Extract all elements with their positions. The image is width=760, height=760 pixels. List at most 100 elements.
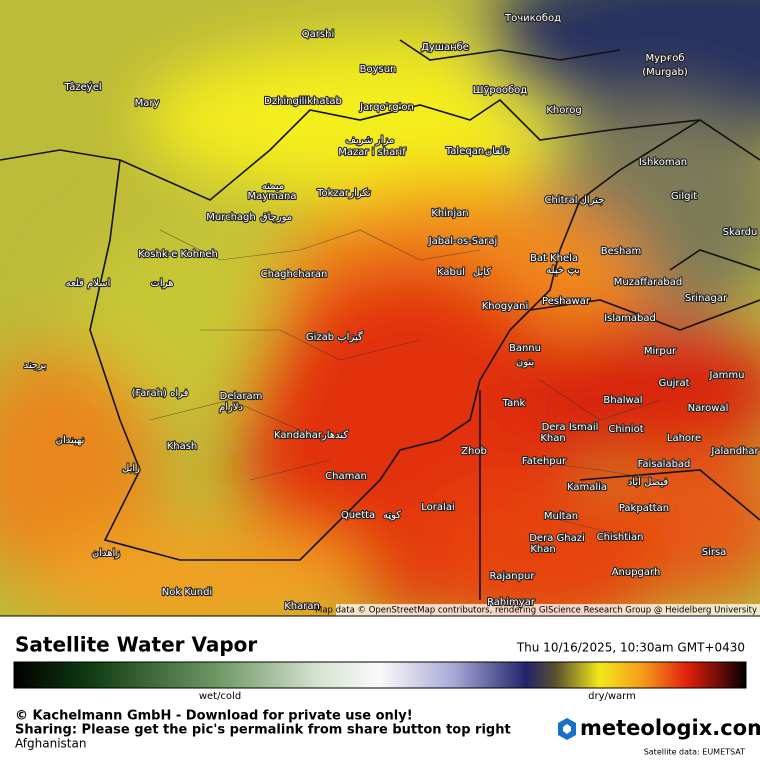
place-label: (Murgab) (642, 67, 688, 78)
place-label: بټ خېله (546, 265, 580, 276)
place-label: Точикобод (504, 13, 561, 24)
place-label: کابل (473, 267, 491, 278)
place-label: Loralai (421, 502, 454, 513)
place-label: میمنه (262, 181, 285, 192)
place-label: Ishkoman (639, 157, 687, 168)
place-label: Taleqan (445, 146, 484, 157)
place-label: Tâzeýel (63, 81, 101, 93)
place-label: Kamalia (567, 482, 607, 493)
datetime: Thu 10/16/2025, 10:30am GMT+0430 (516, 641, 745, 655)
place-label: Bannu (509, 343, 541, 354)
brand[interactable]: meteologix.com (580, 716, 760, 740)
place-label: Pakpattan (619, 503, 669, 514)
place-label: Kandahar (274, 430, 323, 441)
place-label: Chaghcharan (261, 269, 328, 280)
place-label: Dera Ghazi (529, 533, 585, 544)
region: Afghanistan (15, 737, 86, 751)
place-label: Skardu (723, 227, 758, 238)
place-label: نهبندان (56, 435, 85, 446)
place-label: Dera Ismail (542, 422, 599, 433)
place-label: (Farah) فراه (132, 388, 189, 399)
map (0, 0, 760, 616)
place-label: Boysun (360, 64, 397, 75)
place-label: Chaman (325, 471, 367, 482)
place-label: Mazar i sharif (338, 147, 406, 158)
place-label: Qarshi (302, 29, 334, 40)
map-labels: Qarshi Душанбе Точикобод Boysun Мурғоб (Murga… (23, 12, 760, 613)
place-label: Peshawar (542, 296, 591, 307)
place-label: فیصل آباد (628, 475, 669, 488)
attribution: Map data © OpenStreetMap contributors, r… (315, 606, 757, 616)
place-label: Gilgit (671, 191, 697, 202)
place-label: Narowal (688, 403, 729, 414)
place-label: Khan (530, 544, 555, 555)
place-label: Delaram (220, 391, 263, 402)
place-label: Tank (502, 398, 526, 409)
place-label: Chishtian (597, 532, 644, 543)
place-label: زابل (122, 463, 140, 474)
place-label: Gujrat (658, 378, 689, 389)
place-label: زاهدان (92, 548, 120, 559)
place-label: Душанбе (421, 42, 469, 53)
place-label: Jammu (709, 370, 745, 381)
place-label: Mirpur (644, 346, 677, 357)
place-label: Jarqo'rg'on (359, 102, 414, 113)
borders (0, 39, 760, 600)
sharing-note: Sharing: Please get the pic's permalink … (15, 723, 511, 738)
place-label: Quetta (341, 510, 375, 521)
place-label: Anupgarh (612, 567, 661, 578)
color-scale (13, 661, 747, 689)
place-label: Jabal-os-Saraj (428, 236, 498, 247)
place-label: Chiniot (608, 424, 643, 435)
place-label: Kabul (437, 267, 465, 278)
data-source: Satellite data: EUMETSAT (644, 748, 745, 757)
place-label: Islamabad (604, 313, 656, 324)
place-label: Khash (167, 441, 198, 452)
place-label: Chitral (544, 195, 577, 206)
place-label: Tokzar (316, 188, 350, 199)
title: Satellite Water Vapor (15, 633, 257, 657)
place-label: گیزاب (337, 331, 363, 343)
place-label: جترال (580, 195, 605, 206)
place-label: Gizab (306, 332, 334, 343)
place-label: هرات (151, 278, 174, 289)
place-label: Fatehpur (522, 456, 567, 467)
place-label: Zhob (461, 446, 487, 457)
place-label: Rahimyar (487, 597, 536, 608)
place-label: Lahore (667, 433, 701, 444)
place-label: اسلام قلعه (66, 278, 111, 289)
place-label: Khorog (546, 105, 581, 116)
place-label: Mary (135, 98, 160, 109)
place-label: Khan (540, 433, 565, 444)
scale-high-label: dry/warm (588, 691, 636, 702)
place-label: Multan (544, 511, 578, 522)
place-label: تکزار (348, 188, 371, 199)
place-label: Мурғоб (645, 53, 684, 64)
place-label: Kharan (284, 601, 320, 612)
place-label: Faisalabad (638, 459, 691, 470)
place-label: کوټه (383, 510, 401, 521)
place-label: Besham (601, 246, 641, 257)
place-label: Murchagh (206, 212, 256, 223)
place-label: Koshk-e Kohneh (138, 249, 218, 260)
place-label: دلارام (219, 402, 243, 413)
place-label: Dzhingilikhatab (264, 96, 342, 107)
place-label: Muzaffarabad (614, 277, 682, 288)
place-label: بنون (516, 357, 534, 368)
place-label: Maymana (247, 191, 296, 202)
scale-low-label: wet/cold (199, 691, 241, 702)
place-label: Khinjan (431, 208, 468, 219)
place-label: Sirsa (702, 547, 727, 558)
place-label: Rajanpur (490, 571, 536, 582)
place-label: کندهار (321, 430, 348, 441)
place-label: Bhalwal (603, 395, 642, 406)
brand-icon (558, 718, 576, 740)
place-label: Bat Khela (530, 253, 578, 264)
place-label: مزار شریف (346, 135, 395, 146)
place-label: مورچاق (260, 212, 292, 223)
place-label: تالقان (485, 146, 510, 157)
place-label: Nok Kundi (162, 587, 212, 598)
place-label: Khogyani (482, 301, 529, 312)
place-label: Шӯрообод (473, 85, 527, 96)
